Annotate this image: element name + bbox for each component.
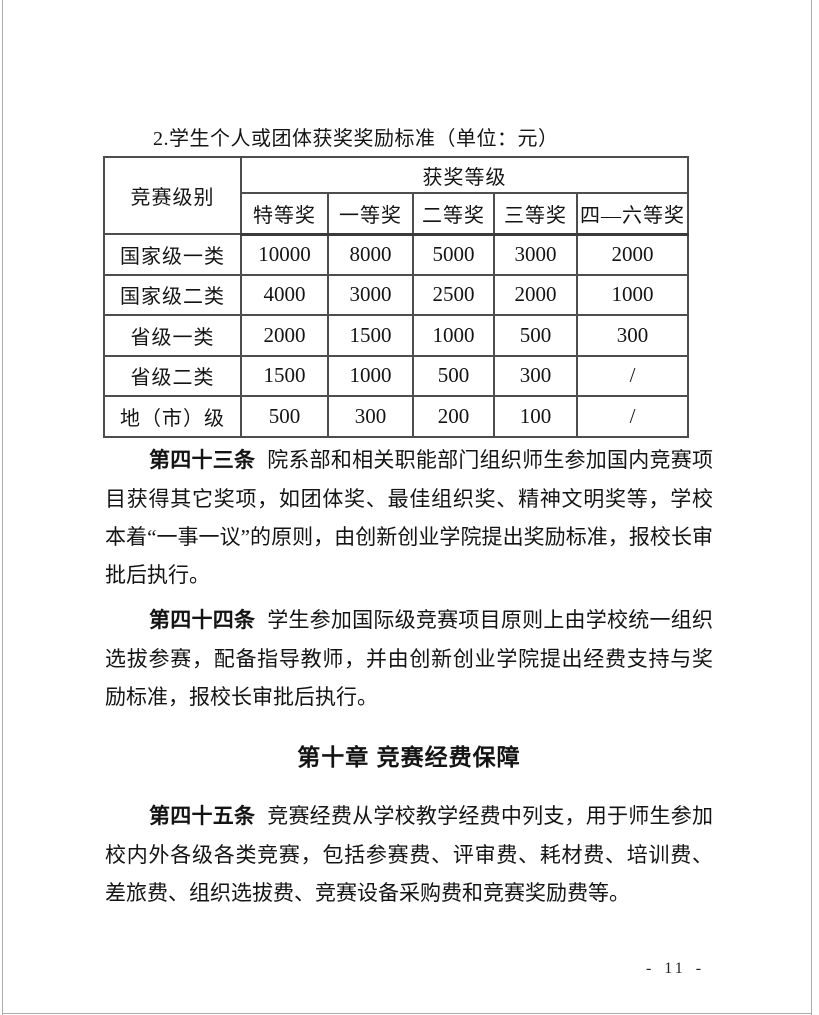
page-edge-right bbox=[811, 0, 812, 1015]
article-45-paragraph: 第四十五条 竞赛经费从学校教学经费中列支，用于师生参加校内外各级各类竞赛，包括参赛… bbox=[105, 797, 713, 912]
article-44-paragraph: 第四十四条 学生参加国际级竞赛项目原则上由学校统一组织选拔参赛，配备指导教师，并由… bbox=[105, 601, 713, 716]
column-header-cell: 三等奖 bbox=[493, 192, 578, 236]
table-cell: 200 bbox=[412, 395, 495, 438]
table-cell: 300 bbox=[493, 354, 578, 397]
table-cell: 1000 bbox=[327, 354, 414, 397]
table-cell: 10000 bbox=[240, 233, 329, 276]
table-cell: 300 bbox=[575, 314, 690, 357]
row-header-cell: 国家级二类 bbox=[103, 273, 242, 316]
award-standards-table: 竞赛级别 获奖等级 特等奖 一等奖 二等奖 三等奖 四—六等奖 国家级一类 10… bbox=[103, 156, 690, 438]
table-cell: 3000 bbox=[327, 273, 414, 316]
table-row: 国家级一类 10000 8000 5000 3000 2000 bbox=[103, 233, 690, 276]
article-45-text: 竞赛经费从学校教学经费中列支，用于师生参加校内外各级各类竞赛，包括参赛费、评审费… bbox=[105, 804, 714, 905]
table-cell: 500 bbox=[412, 354, 495, 397]
column-header-cell: 特等奖 bbox=[240, 192, 329, 236]
table-cell: / bbox=[575, 395, 690, 438]
table-cell: 8000 bbox=[327, 233, 414, 276]
table-row: 国家级二类 4000 3000 2500 2000 1000 bbox=[103, 273, 690, 316]
row-header-cell: 省级一类 bbox=[103, 314, 242, 357]
table-cell: 1500 bbox=[327, 314, 414, 357]
table-group-header-row: 竞赛级别 获奖等级 bbox=[103, 156, 690, 235]
column-header-cell: 四—六等奖 bbox=[575, 192, 690, 236]
article-44-number: 第四十四条 bbox=[149, 609, 256, 632]
table-cell: 3000 bbox=[493, 233, 578, 276]
column-header-cell: 一等奖 bbox=[327, 192, 414, 236]
table-cell: 300 bbox=[327, 395, 414, 438]
article-44-text: 学生参加国际级竞赛项目原则上由学校统一组织选拔参赛，配备指导教师，并由创新创业学… bbox=[105, 608, 714, 709]
table-cell: 100 bbox=[493, 395, 578, 438]
article-43-text: 院系部和相关职能部门组织师生参加国内竞赛项目获得其它奖项，如团体奖、最佳组织奖、… bbox=[105, 448, 714, 587]
table-row: 省级一类 2000 1500 1000 500 300 bbox=[103, 314, 690, 357]
table-cell: 5000 bbox=[412, 233, 495, 276]
corner-header-cell: 竞赛级别 bbox=[103, 156, 242, 235]
article-43-number: 第四十三条 bbox=[149, 449, 256, 472]
row-header-cell: 地（市）级 bbox=[103, 395, 242, 438]
table-row: 地（市）级 500 300 200 100 / bbox=[103, 395, 690, 438]
row-header-cell: 国家级一类 bbox=[103, 233, 242, 276]
page-edge-bottom bbox=[2, 1013, 812, 1014]
row-header-cell: 省级二类 bbox=[103, 354, 242, 397]
table-cell: 2500 bbox=[412, 273, 495, 316]
table-cell: 500 bbox=[240, 395, 329, 438]
table-caption: 2.学生个人或团体获奖奖励标准（单位：元） bbox=[153, 128, 559, 150]
article-43-paragraph: 第四十三条 院系部和相关职能部门组织师生参加国内竞赛项目获得其它奖项，如团体奖、最… bbox=[105, 441, 713, 594]
article-45-number: 第四十五条 bbox=[149, 805, 256, 828]
table-cell: 4000 bbox=[240, 273, 329, 316]
column-header-cell: 二等奖 bbox=[412, 192, 495, 236]
table-cell: 2000 bbox=[493, 273, 578, 316]
table-cell: 1500 bbox=[240, 354, 329, 397]
page-edge-left bbox=[2, 0, 3, 1015]
table-row: 省级二类 1500 1000 500 300 / bbox=[103, 354, 690, 397]
table-cell: 2000 bbox=[575, 233, 690, 276]
table-cell: 1000 bbox=[575, 273, 690, 316]
table-cell: 500 bbox=[493, 314, 578, 357]
page-number: - 11 - bbox=[645, 960, 705, 977]
group-header-cell: 获奖等级 bbox=[239, 156, 690, 194]
table-cell: / bbox=[575, 354, 690, 397]
table-column-header-row: 特等奖 一等奖 二等奖 三等奖 四—六等奖 bbox=[104, 192, 690, 236]
table-cell: 1000 bbox=[412, 314, 495, 357]
table-cell: 2000 bbox=[240, 314, 329, 357]
chapter-heading: 第十章 竞赛经费保障 bbox=[297, 744, 521, 770]
